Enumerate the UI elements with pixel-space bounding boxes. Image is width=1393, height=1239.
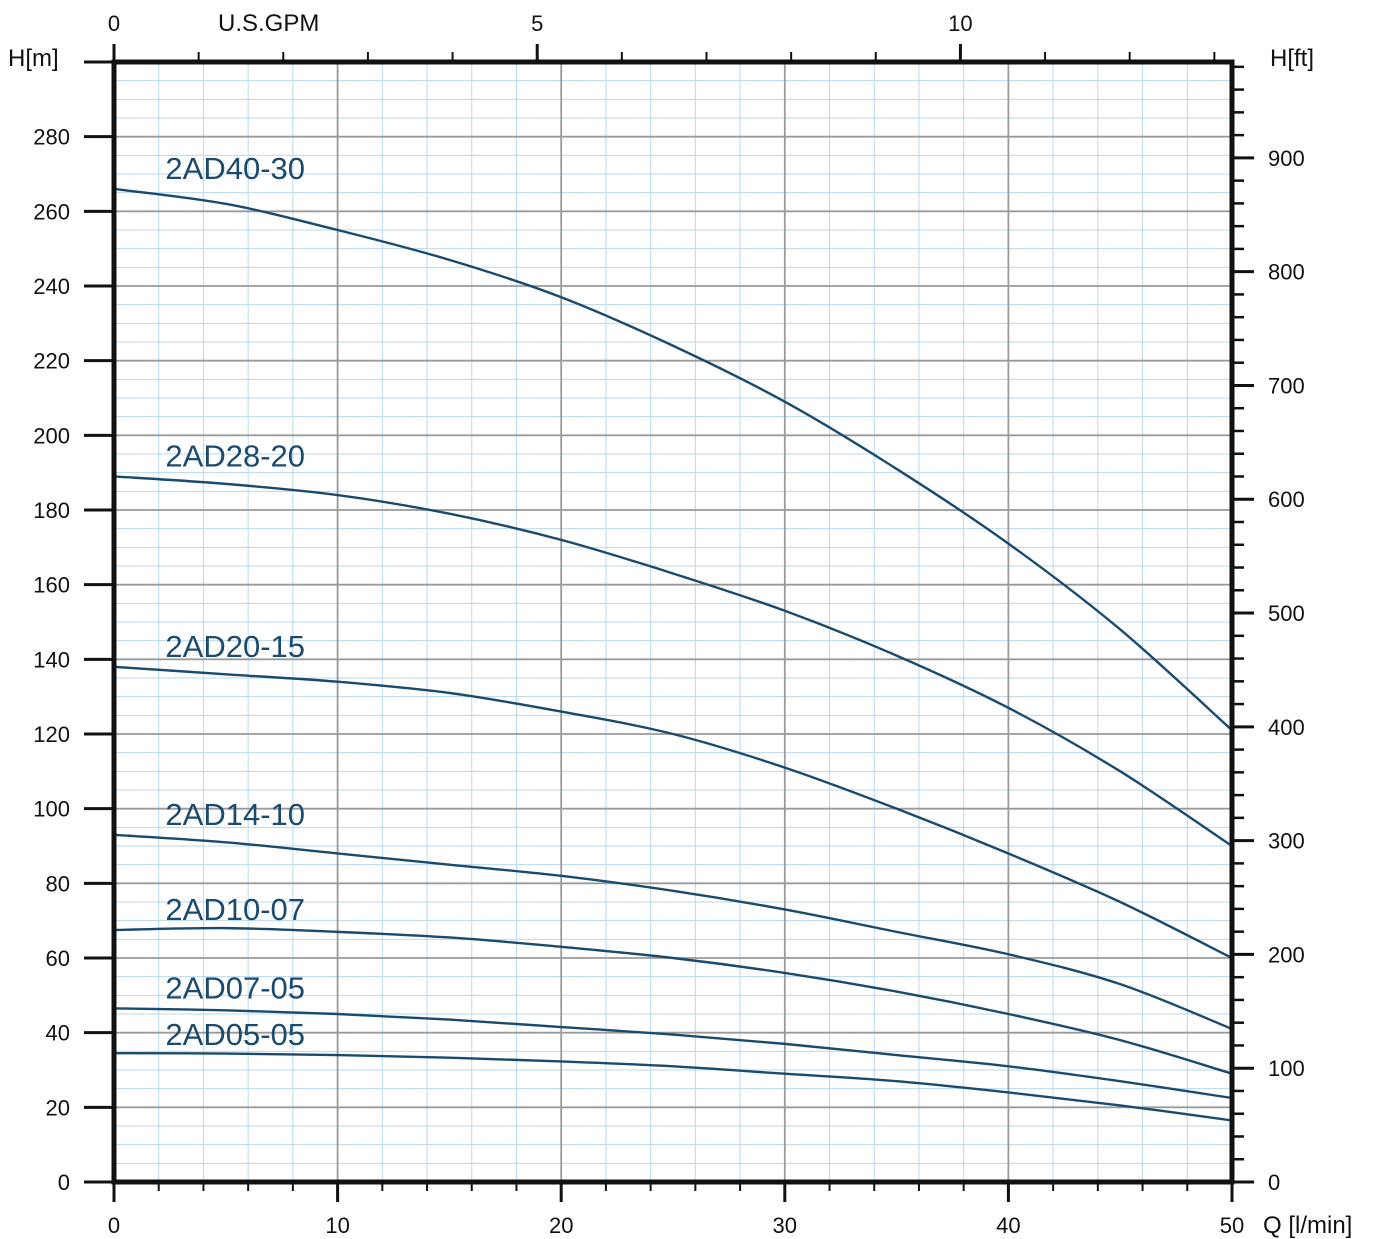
y-tick-label: 20 [46,1095,70,1120]
x-tick-label: 40 [996,1213,1020,1238]
y-tick-label: 40 [46,1021,70,1046]
curve-label-2ad28-20: 2AD28-20 [165,438,305,473]
y-tick-label: 60 [46,946,70,971]
y2-tick-label: 800 [1268,260,1305,285]
y-tick-label: 280 [33,125,70,150]
y2-tick-label: 600 [1268,487,1305,512]
plot-frame [111,59,1235,1185]
y-tick-label: 220 [33,349,70,374]
curve-2ad07-05 [113,1007,1233,1100]
curve-2ad14-10 [113,833,1233,1031]
y-tick-label: 80 [46,871,70,896]
curve-label-2ad10-07: 2AD10-07 [165,892,305,927]
curve-label-2ad07-05: 2AD07-05 [165,970,305,1005]
y-tick-label: 180 [33,498,70,523]
curve-2ad05-05 [113,1052,1233,1122]
axis-labels: 0204060801001201401601802002202402602800… [33,11,1304,1238]
y2-tick-label: 400 [1268,715,1305,740]
y2-tick-label: 300 [1268,829,1305,854]
y2-tick-label: 900 [1268,146,1305,171]
y-tick-label: 120 [33,722,70,747]
x-tick-label: 50 [1220,1213,1244,1238]
y-tick-label: 160 [33,573,70,598]
x2-tick-label: 10 [948,11,972,36]
y-tick-label: 200 [33,423,70,448]
y2-tick-label: 100 [1268,1056,1305,1081]
axis-ticks [84,44,1254,1202]
pump-curves: 2AD40-30 2AD28-20 2AD20-15 2AD14-10 2AD10-07… [113,151,1233,1122]
x2-tick-label: 0 [108,11,120,36]
y-tick-label: 140 [33,647,70,672]
curve-label-2ad40-30: 2AD40-30 [165,151,305,186]
x-tick-label: 20 [549,1213,573,1238]
y-tick-label: 0 [58,1170,70,1195]
y2-tick-label: 200 [1268,942,1305,967]
y-axis-title: H[m] [8,45,59,72]
plot-border [111,59,1235,1185]
x-tick-label: 0 [108,1213,120,1238]
curve-2ad20-15 [113,665,1233,960]
curve-label-2ad05-05: 2AD05-05 [165,1017,305,1052]
curve-2ad40-30 [113,187,1233,732]
y-tick-label: 260 [33,199,70,224]
curve-label-2ad14-10: 2AD14-10 [165,797,305,832]
curve-2ad10-07 [113,926,1233,1075]
x-tick-label: 10 [325,1213,349,1238]
x2-tick-label: 5 [531,11,543,36]
y-tick-label: 240 [33,274,70,299]
curve-2ad28-20 [113,475,1233,847]
x2-axis-title: U.S.GPM [218,10,319,37]
y2-tick-label: 500 [1268,601,1305,626]
x-axis-title: Q [l/min] [1263,1212,1352,1239]
y2-tick-label: 0 [1268,1170,1280,1195]
x-tick-label: 30 [773,1213,797,1238]
y2-axis-title: H[ft] [1270,45,1314,72]
y2-tick-label: 700 [1268,373,1305,398]
y-tick-label: 100 [33,797,70,822]
curve-label-2ad20-15: 2AD20-15 [165,629,305,664]
minor-grid [114,62,1232,1182]
